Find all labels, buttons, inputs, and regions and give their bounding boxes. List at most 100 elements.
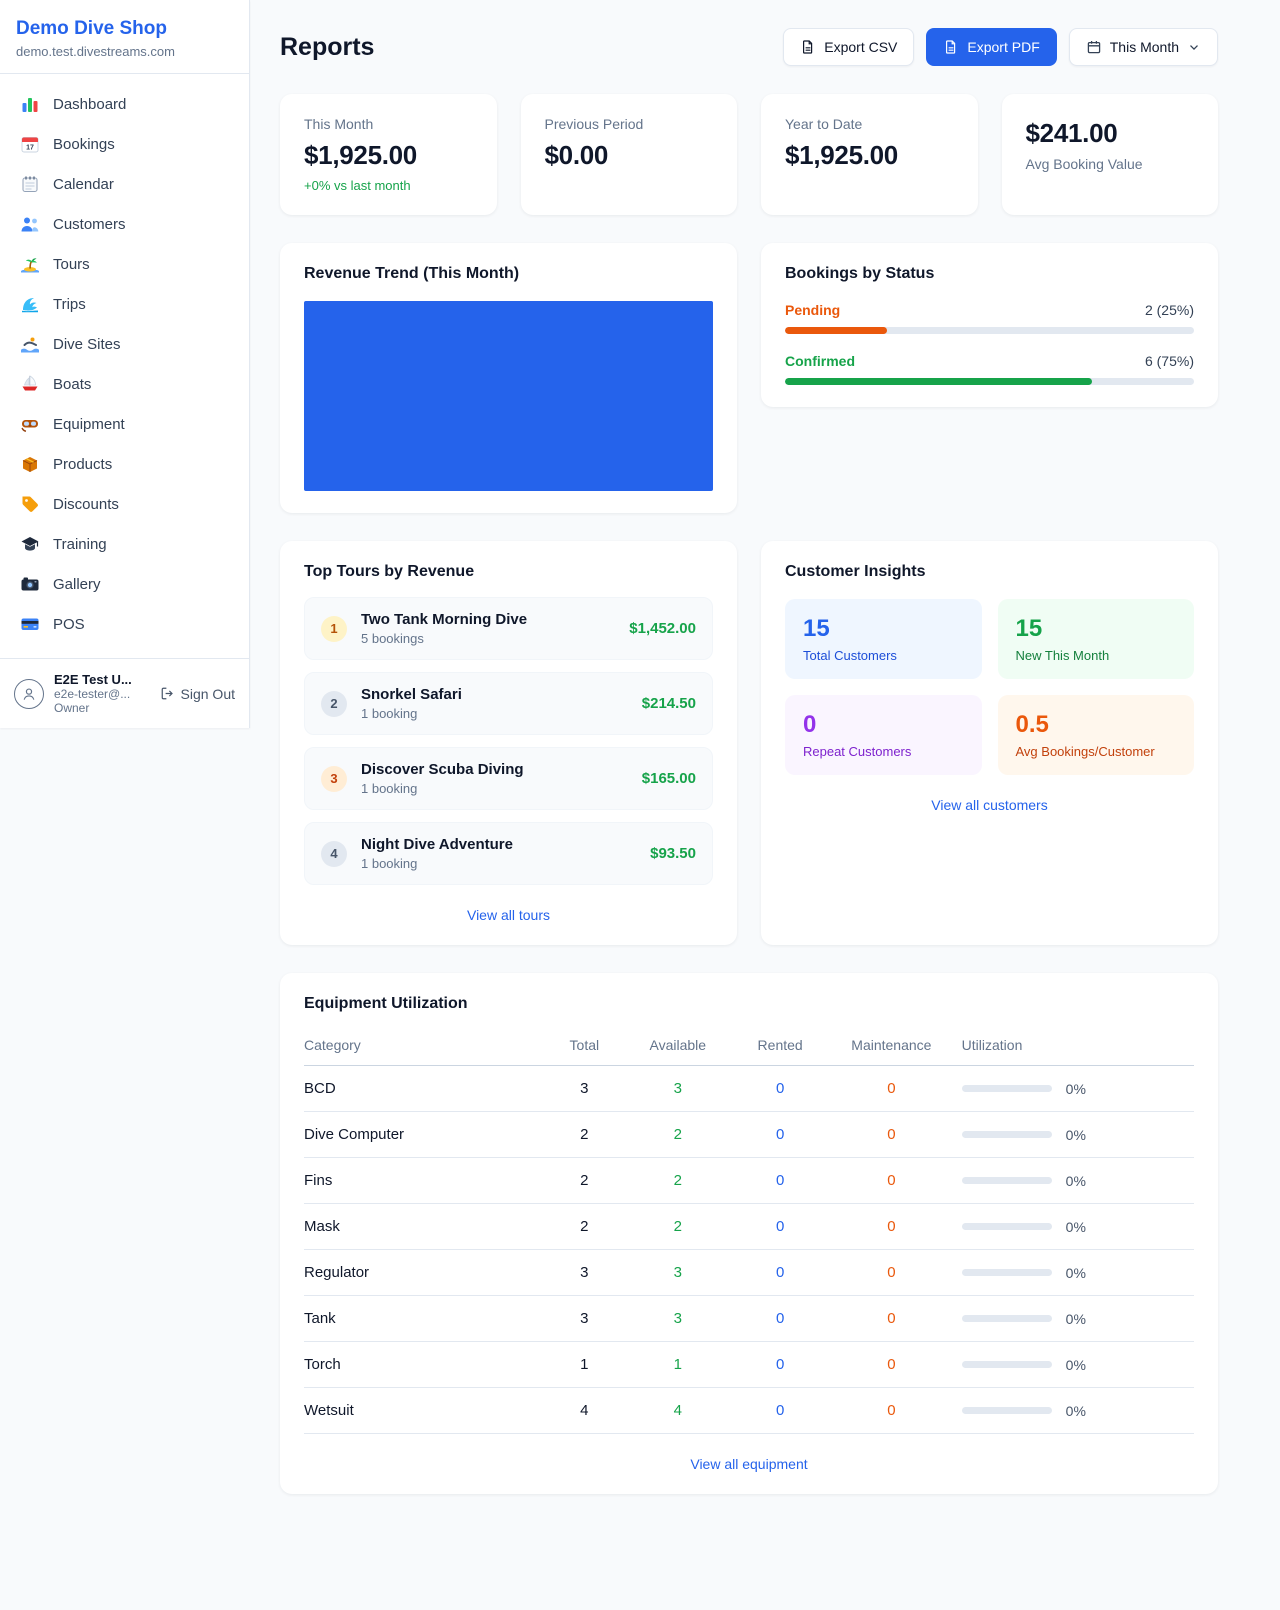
stat-card-year-to-date: Year to Date $1,925.00: [761, 94, 978, 215]
file-export-icon: [946, 40, 956, 54]
sidebar-item-gallery[interactable]: Gallery: [8, 564, 241, 604]
status-value: 6 (75%): [1144, 353, 1194, 369]
stat-value: $1,925.00: [304, 140, 417, 170]
top-tours-title: Top Tours by Revenue: [304, 563, 475, 580]
sidebar-item-label: POS: [53, 615, 85, 633]
sidebar-item-dashboard[interactable]: Dashboard: [8, 84, 241, 124]
tour-bookings: 5 bookings: [361, 631, 424, 646]
status-row-pending: Pending 2 (25%): [785, 302, 1194, 334]
table-row: Mask 2 2 0 0 0%: [304, 1203, 1194, 1250]
dashboard-icon: [20, 94, 40, 114]
utilization-bar: [961, 1223, 1052, 1230]
user-email: e2e-tester@...: [54, 687, 131, 701]
graduation-cap-icon: [20, 534, 40, 554]
sidebar-item-tours[interactable]: Tours: [8, 244, 241, 284]
table-row: Tank 3 3 0 0 0%: [304, 1295, 1194, 1342]
sidebar-item-training[interactable]: Training: [8, 524, 241, 564]
sidebar-item-pos[interactable]: POS: [8, 604, 241, 644]
sidebar-item-trips[interactable]: Trips: [8, 284, 241, 324]
utilization-bar: [961, 1407, 1052, 1414]
user-role: Owner: [54, 701, 90, 715]
equipment-table: Category Total Available Rented Maintena…: [304, 1027, 1194, 1434]
calendar-icon: [1087, 41, 1100, 54]
sidebar-item-bookings[interactable]: 17 Bookings: [8, 124, 241, 164]
stat-value: $0.00: [544, 140, 609, 170]
island-icon: [20, 254, 40, 274]
sidebar-item-label: Customers: [53, 215, 126, 233]
sidebar-item-discounts[interactable]: Discounts: [8, 484, 241, 524]
logout-icon: [161, 687, 173, 700]
insights-row: Top Tours by Revenue 1 Two Tank Morning …: [280, 541, 1218, 945]
revenue-trend-title: Revenue Trend (This Month): [304, 265, 520, 282]
table-row: Fins 2 2 0 0 0%: [304, 1157, 1194, 1204]
sidebar-item-label: Boats: [53, 375, 92, 393]
sidebar-item-products[interactable]: Products: [8, 444, 241, 484]
header-actions: Export CSV Export PDF This Month: [783, 28, 1218, 66]
avatar: [14, 678, 44, 709]
tile-repeat-customers: 0 Repeat Customers: [785, 695, 982, 775]
bookings-by-status-card: Bookings by Status Pending 2 (25%) Confi…: [761, 243, 1218, 407]
credit-card-icon: [20, 614, 40, 634]
revenue-trend-chart: [304, 301, 713, 491]
column-header-category: Category: [304, 1027, 545, 1066]
table-row: Regulator 3 3 0 0 0%: [304, 1249, 1194, 1296]
sidebar-item-label: Discounts: [53, 495, 119, 513]
utilization-bar: [961, 1361, 1052, 1368]
utilization-percent: 0%: [1065, 1080, 1086, 1097]
sidebar-item-calendar[interactable]: Calendar: [8, 164, 241, 204]
rank-badge: 2: [321, 690, 347, 717]
tour-row: 2 Snorkel Safari 1 booking $214.50: [304, 672, 713, 735]
sidebar-item-equipment[interactable]: Equipment: [8, 404, 241, 444]
view-all-customers-link[interactable]: View all customers: [785, 797, 1194, 813]
stat-label: Year to Date: [785, 116, 863, 132]
sidebar-item-label: Dive Sites: [53, 335, 121, 353]
sidebar-item-label: Gallery: [53, 575, 101, 593]
equipment-utilization-card: Equipment Utilization Category Total Ava…: [280, 973, 1218, 1494]
utilization-percent: 0%: [1065, 1356, 1086, 1373]
view-all-equipment-link[interactable]: View all equipment: [304, 1456, 1194, 1472]
revenue-trend-card: Revenue Trend (This Month): [280, 243, 737, 513]
rank-badge: 3: [321, 765, 347, 792]
utilization-bar: [961, 1177, 1052, 1184]
tag-icon: [20, 494, 40, 514]
status-label: Pending: [785, 302, 841, 318]
tile-label: Repeat Customers: [803, 744, 912, 759]
sidebar-item-label: Dashboard: [53, 95, 127, 113]
export-pdf-label: Export PDF: [967, 39, 1040, 55]
tile-new-this-month: 15 New This Month: [997, 599, 1194, 679]
sidebar-item-customers[interactable]: Customers: [8, 204, 241, 244]
sign-out-label: Sign Out: [180, 685, 235, 702]
tour-name: Night Dive Adventure: [361, 836, 513, 853]
bookings-by-status-title: Bookings by Status: [785, 265, 935, 282]
sidebar-item-dive-sites[interactable]: Dive Sites: [8, 324, 241, 364]
table-row: Dive Computer 2 2 0 0 0%: [304, 1111, 1194, 1158]
sidebar-item-label: Bookings: [53, 135, 115, 153]
stat-card-this-month: This Month $1,925.00 +0% vs last month: [280, 94, 497, 215]
export-pdf-button[interactable]: Export PDF: [926, 28, 1057, 66]
shop-domain: demo.test.divestreams.com: [16, 44, 175, 59]
sign-out-button[interactable]: Sign Out: [160, 686, 235, 702]
tour-row: 1 Two Tank Morning Dive 5 bookings $1,45…: [304, 597, 713, 660]
status-label: Confirmed: [785, 353, 855, 369]
stat-card-avg-booking-value: $241.00 Avg Booking Value: [1001, 94, 1218, 215]
column-header-rented: Rented: [731, 1027, 830, 1066]
utilization-bar: [961, 1269, 1052, 1276]
view-all-tours-link[interactable]: View all tours: [304, 907, 713, 923]
export-csv-button[interactable]: Export CSV: [783, 28, 915, 66]
stat-value: $1,925.00: [785, 140, 898, 170]
status-progress-bar: [785, 327, 1194, 334]
utilization-percent: 0%: [1065, 1126, 1086, 1143]
customer-insights-title: Customer Insights: [785, 563, 926, 580]
status-row-confirmed: Confirmed 6 (75%): [785, 353, 1194, 385]
period-select[interactable]: This Month: [1068, 28, 1218, 66]
chevron-down-icon: [1190, 45, 1198, 50]
tile-value: 0.5: [1015, 711, 1049, 738]
utilization-percent: 0%: [1065, 1264, 1086, 1281]
package-icon: [20, 454, 40, 474]
stat-label: This Month: [304, 116, 374, 132]
sidebar-item-label: Products: [53, 455, 113, 473]
sidebar-item-boats[interactable]: Boats: [8, 364, 241, 404]
sidebar-item-label: Trips: [53, 295, 86, 313]
utilization-percent: 0%: [1065, 1172, 1086, 1189]
tour-row: 4 Night Dive Adventure 1 booking $93.50: [304, 822, 713, 885]
